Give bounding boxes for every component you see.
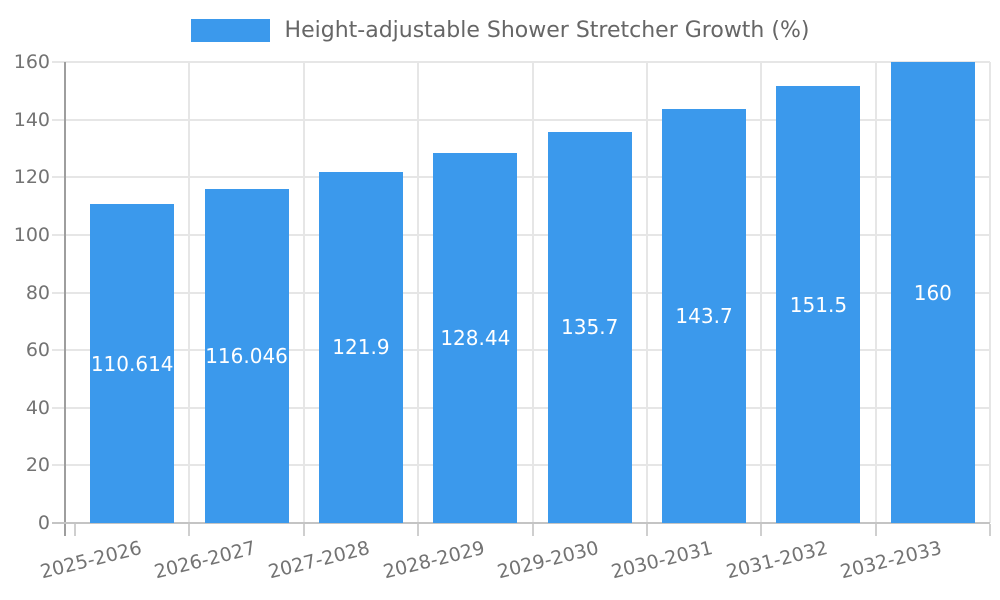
bar-value-label: 143.7	[675, 303, 733, 328]
x-tick-label: 2029-2030	[495, 537, 602, 584]
gridline-vertical	[188, 62, 191, 523]
y-tick-label: 60	[25, 339, 50, 362]
gridline-horizontal	[52, 291, 990, 294]
x-axis-tick	[417, 524, 420, 536]
gridline-horizontal	[52, 176, 990, 179]
y-tick-label: 100	[13, 223, 50, 246]
bar[interactable]: 160	[890, 62, 975, 523]
bar[interactable]: 110.614	[90, 204, 175, 523]
legend-swatch-icon	[190, 18, 270, 42]
bar-value-label: 160	[913, 280, 952, 305]
x-axis-tick	[74, 524, 76, 536]
x-axis-line	[52, 522, 990, 524]
gridline-vertical	[989, 62, 991, 523]
bar-value-label: 128.44	[440, 325, 511, 350]
bar-value-label: 121.9	[332, 335, 390, 360]
gridline-vertical	[874, 62, 877, 523]
x-axis-tick	[874, 524, 877, 536]
bar-value-label: 110.614	[90, 351, 174, 376]
x-tick-label: 2025-2026	[37, 537, 144, 584]
x-axis-tick	[760, 524, 763, 536]
x-axis-tick	[531, 524, 534, 536]
y-tick-label: 140	[13, 108, 50, 131]
y-tick-label: 160	[13, 51, 50, 73]
bar[interactable]: 128.44	[433, 152, 518, 523]
y-tick-label: 120	[13, 166, 50, 189]
bar[interactable]: 143.7	[662, 108, 747, 523]
x-axis-tick	[302, 524, 305, 536]
chart-legend[interactable]: Height-adjustable Shower Stretcher Growt…	[0, 16, 1000, 44]
x-axis-tick	[989, 524, 991, 536]
y-tick-label: 40	[25, 396, 50, 419]
gridline-horizontal	[52, 349, 990, 352]
x-tick-label: 2028-2029	[380, 537, 487, 584]
x-tick-label: 2032-2033	[838, 537, 945, 584]
bar[interactable]: 151.5	[776, 86, 861, 523]
x-tick-label: 2030-2031	[609, 537, 716, 584]
x-tick-label: 2031-2032	[723, 537, 830, 584]
gridline-vertical	[760, 62, 763, 523]
gridline-horizontal	[52, 233, 990, 236]
gridline-horizontal	[52, 118, 990, 121]
gridline-vertical	[417, 62, 420, 523]
bar[interactable]: 135.7	[547, 132, 632, 523]
gridline-vertical	[302, 62, 305, 523]
gridline-horizontal	[52, 61, 990, 63]
gridline-vertical	[531, 62, 534, 523]
bar[interactable]: 121.9	[318, 171, 403, 523]
bar[interactable]: 116.046	[204, 188, 289, 523]
legend-label: Height-adjustable Shower Stretcher Growt…	[284, 17, 810, 43]
bar-value-label: 135.7	[561, 315, 619, 340]
y-tick-label: 80	[25, 281, 50, 304]
x-axis-tick	[188, 524, 191, 536]
y-axis-line	[63, 62, 66, 536]
bar-value-label: 151.5	[789, 292, 848, 317]
y-tick-label: 20	[25, 454, 50, 477]
gridline-vertical	[645, 62, 648, 523]
gridline-horizontal	[52, 406, 990, 409]
x-tick-label: 2027-2028	[266, 537, 373, 584]
gridline-horizontal	[52, 464, 990, 467]
x-axis-tick	[645, 524, 648, 536]
x-tick-label: 2026-2027	[152, 537, 258, 584]
bar-value-label: 116.046	[205, 343, 288, 368]
y-tick-label: 0	[37, 512, 50, 534]
